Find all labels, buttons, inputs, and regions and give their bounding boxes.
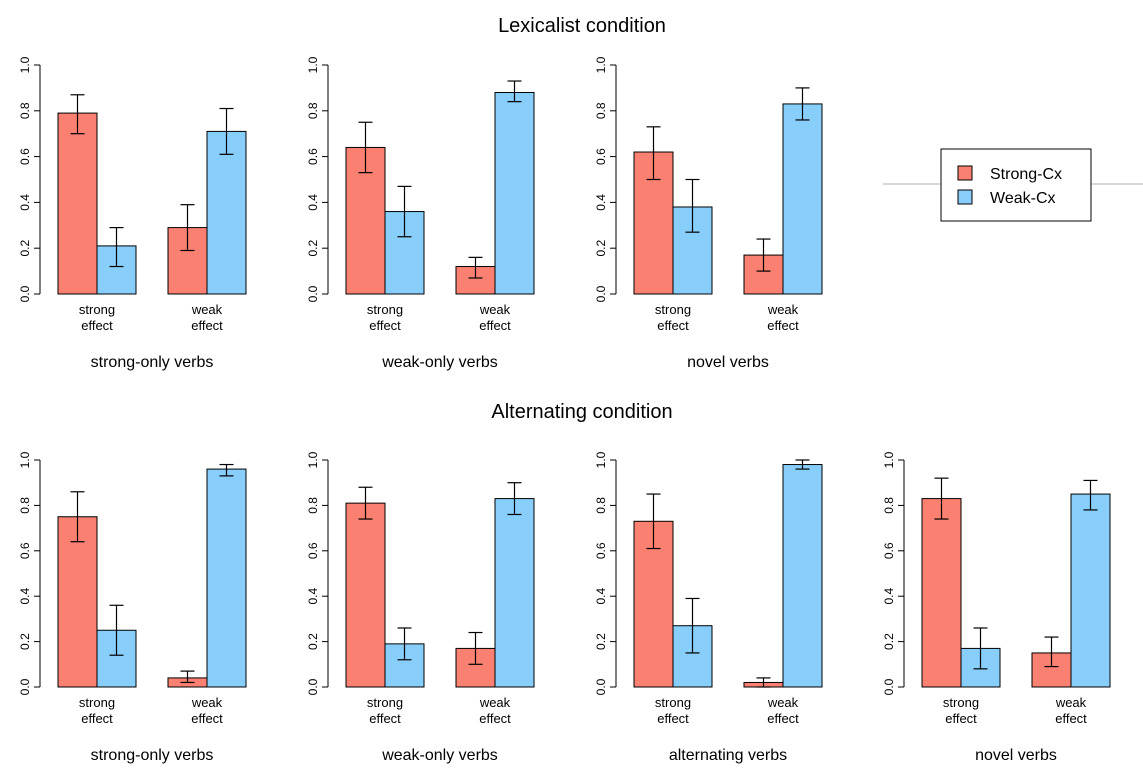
y-tick-label: 0.8 [18, 497, 32, 514]
bar [57, 112, 98, 295]
y-tick-label: 0.0 [594, 678, 608, 695]
chart-panel: 0.0 0.2 0.4 0.6 0.8 1.0 strong effect weak effect… [594, 56, 823, 371]
bar [57, 516, 98, 688]
y-tick-label: 0.8 [18, 102, 32, 119]
legend-swatch-weak [957, 189, 973, 205]
bar [494, 498, 535, 688]
y-tick-label: 0.4 [594, 588, 608, 605]
y-tick-label: 0.0 [18, 285, 32, 302]
y-tick-label: 1.0 [594, 451, 608, 468]
y-tick-label: 0.6 [306, 542, 320, 559]
panel-xlabel: strong-only verbs [91, 354, 214, 371]
y-tick-label: 0.2 [882, 633, 896, 650]
chart-panel: 0.0 0.2 0.4 0.6 0.8 1.0 strong effect weak effect… [594, 451, 823, 764]
x-category-label: strong effect [79, 302, 115, 333]
y-tick-label: 0.8 [306, 102, 320, 119]
x-category-label: weak effect [1055, 695, 1087, 726]
lexicalist-condition-title: Lexicalist condition [498, 15, 666, 37]
y-tick-label: 1.0 [594, 56, 608, 73]
chart-panel: 0.0 0.2 0.4 0.6 0.8 1.0 strong effect weak effect… [306, 451, 535, 764]
x-category-label: weak effect [191, 695, 223, 726]
panel-xlabel: novel verbs [687, 354, 769, 371]
y-tick-label: 0.4 [18, 194, 32, 211]
legend-box [940, 148, 1092, 222]
x-category-label: strong effect [655, 695, 691, 726]
alternating-condition-title: Alternating condition [491, 401, 672, 423]
bar [782, 103, 823, 295]
chart-panel: 0.0 0.2 0.4 0.6 0.8 1.0 strong effect weak effect… [882, 451, 1111, 764]
y-tick-label: 0.4 [882, 588, 896, 605]
y-tick-label: 0.4 [594, 194, 608, 211]
y-tick-label: 0.6 [882, 542, 896, 559]
x-category-label: strong effect [943, 695, 979, 726]
y-tick-label: 0.4 [18, 588, 32, 605]
legend-label-weak: Weak-Cx [990, 190, 1056, 207]
y-tick-label: 0.0 [882, 678, 896, 695]
x-category-label: strong effect [367, 695, 403, 726]
panel-xlabel: alternating verbs [669, 747, 787, 764]
x-category-label: weak effect [479, 695, 511, 726]
x-category-label: weak effect [479, 302, 511, 333]
y-tick-label: 1.0 [306, 56, 320, 73]
x-category-label: strong effect [79, 695, 115, 726]
chart-panel: 0.0 0.2 0.4 0.6 0.8 1.0 strong effect weak effect… [306, 56, 535, 371]
bar [782, 464, 823, 688]
panel-xlabel: novel verbs [975, 747, 1057, 764]
y-tick-label: 0.0 [18, 678, 32, 695]
y-tick-label: 0.8 [306, 497, 320, 514]
bar [206, 468, 247, 688]
legend-label-strong: Strong-Cx [990, 166, 1062, 183]
y-tick-label: 0.4 [306, 194, 320, 211]
y-tick-label: 0.0 [306, 678, 320, 695]
x-category-label: strong effect [367, 302, 403, 333]
y-tick-label: 0.2 [18, 240, 32, 257]
chart-panel: 0.0 0.2 0.4 0.6 0.8 1.0 strong effect weak effect… [18, 56, 247, 371]
bar [345, 502, 386, 688]
legend-swatch-strong [957, 165, 973, 181]
y-tick-label: 1.0 [18, 451, 32, 468]
y-tick-label: 0.2 [306, 240, 320, 257]
y-tick-label: 0.8 [594, 102, 608, 119]
panel-xlabel: strong-only verbs [91, 747, 214, 764]
bar [1070, 493, 1111, 688]
y-tick-label: 0.8 [594, 497, 608, 514]
y-tick-label: 1.0 [18, 56, 32, 73]
x-category-label: weak effect [191, 302, 223, 333]
y-tick-label: 0.2 [18, 633, 32, 650]
panels: 0.0 0.2 0.4 0.6 0.8 1.0 strong effect weak effect… [18, 56, 1111, 764]
y-tick-label: 0.0 [306, 285, 320, 302]
y-tick-label: 0.2 [594, 633, 608, 650]
bar [921, 498, 962, 688]
x-category-label: strong effect [655, 302, 691, 333]
y-tick-label: 0.0 [594, 285, 608, 302]
chart-panel: 0.0 0.2 0.4 0.6 0.8 1.0 strong effect weak effect… [18, 451, 247, 764]
y-tick-label: 1.0 [882, 451, 896, 468]
y-tick-label: 0.6 [594, 148, 608, 165]
y-tick-label: 0.6 [18, 542, 32, 559]
x-category-label: weak effect [767, 302, 799, 333]
bar [494, 91, 535, 295]
y-tick-label: 0.6 [594, 542, 608, 559]
y-tick-label: 0.6 [306, 148, 320, 165]
y-tick-label: 0.2 [306, 633, 320, 650]
y-tick-label: 0.4 [306, 588, 320, 605]
legend: Strong-Cx Weak-Cx [940, 148, 1092, 222]
bar [206, 130, 247, 295]
y-tick-label: 1.0 [306, 451, 320, 468]
panel-xlabel: weak-only verbs [381, 747, 498, 764]
panel-xlabel: weak-only verbs [381, 354, 498, 371]
y-tick-label: 0.8 [882, 497, 896, 514]
x-category-label: weak effect [767, 695, 799, 726]
y-tick-label: 0.2 [594, 240, 608, 257]
y-tick-label: 0.6 [18, 148, 32, 165]
